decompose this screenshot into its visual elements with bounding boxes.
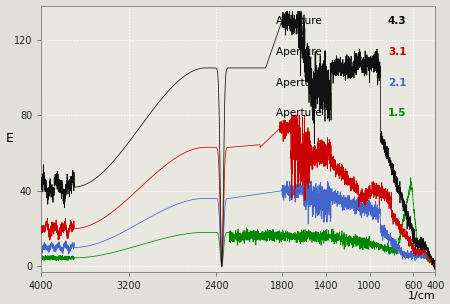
X-axis label: 1/cm: 1/cm <box>408 291 435 301</box>
Text: 4.3: 4.3 <box>388 16 407 26</box>
Text: Aperture: Aperture <box>276 16 328 26</box>
Text: Aperture: Aperture <box>276 47 328 57</box>
Text: Aperture: Aperture <box>276 108 328 118</box>
Text: 3.1: 3.1 <box>388 47 406 57</box>
Y-axis label: E: E <box>5 132 14 145</box>
Text: Aperture: Aperture <box>276 78 328 88</box>
Text: 2.1: 2.1 <box>388 78 406 88</box>
Text: 1.5: 1.5 <box>388 108 406 118</box>
